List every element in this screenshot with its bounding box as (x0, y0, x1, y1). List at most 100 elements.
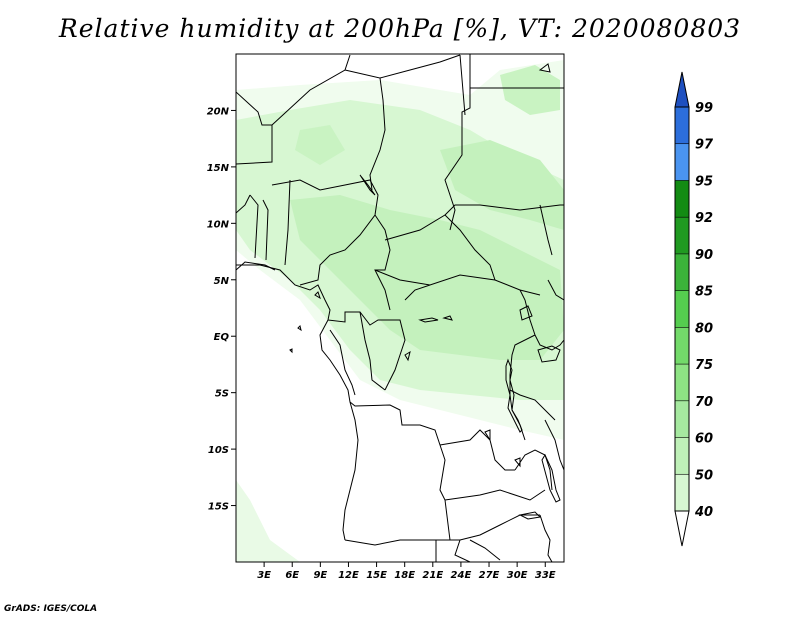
colorbar-level-label: 99 (695, 101, 713, 116)
border-line (374, 214, 391, 311)
island (442, 315, 453, 321)
border-line (444, 204, 564, 216)
border-line (284, 179, 291, 266)
colorbar: 40 50 60 70 75 80 85 90 92 95 97 99 (674, 71, 714, 547)
border-line (539, 204, 553, 256)
colorbar-top-arrow (674, 71, 690, 108)
colorbar-swatch (675, 143, 689, 181)
island (359, 174, 376, 196)
colorbar-level-label: 90 (695, 248, 713, 263)
lon-tick-label: 30E (507, 570, 528, 581)
border-line (509, 389, 556, 421)
border-line (444, 54, 471, 231)
border-line (384, 214, 496, 281)
border-line (514, 449, 553, 491)
border-line (236, 91, 273, 165)
lon-tick-label: 12E (338, 570, 359, 581)
lat-tick-label: 20N (207, 106, 230, 117)
border-line (454, 539, 471, 562)
humidity-region-60b (440, 140, 564, 230)
lake (518, 511, 542, 520)
lat-tick-label: 10S (208, 445, 229, 456)
colorbar-swatch (675, 400, 689, 438)
lat-tick-label: 10N (207, 219, 230, 230)
colorbar-level-label: 75 (695, 358, 713, 373)
colorbar-level-label: 92 (695, 211, 713, 226)
island (514, 457, 521, 468)
border-line (236, 194, 251, 214)
colorbar-swatch (675, 474, 689, 511)
border-line (349, 401, 460, 541)
lat-tick-label: 5N (214, 276, 230, 287)
border-line (459, 514, 540, 541)
coastline (236, 264, 331, 321)
border-line (344, 539, 450, 546)
border-line (384, 319, 406, 391)
colorbar-swatch (675, 290, 689, 328)
lon-tick-label: 3E (257, 570, 271, 581)
border-line (547, 279, 564, 301)
border-line (534, 334, 564, 351)
lon-tick-label: 24E (451, 570, 472, 581)
lat-tick-label: 5S (215, 389, 229, 400)
colorbar-swatch (675, 217, 689, 254)
lat-tick-label: 15N (207, 163, 230, 174)
lake (537, 345, 561, 363)
lake (541, 453, 561, 503)
island (289, 348, 293, 354)
lon-tick-label: 15E (366, 570, 387, 581)
coastline (319, 319, 351, 403)
island (418, 317, 439, 323)
longitude-axis: 3E 6E 9E 12E 15E 18E 21E 24E 27E 30E 33E (257, 562, 556, 581)
island (404, 350, 411, 362)
colorbar-swatch (675, 437, 689, 475)
colorbar-level-label: 80 (695, 321, 713, 336)
humidity-region-60d (500, 65, 560, 115)
colorbar-level-label: 40 (694, 505, 713, 520)
lon-tick-label: 21E (422, 570, 443, 581)
colorbar-swatch (675, 364, 689, 401)
humidity-region-40e (236, 480, 300, 562)
border-line (444, 489, 546, 501)
footer-credit: GrADS: IGES/COLA (4, 604, 98, 614)
lon-tick-label: 33E (535, 570, 556, 581)
lat-tick-label: 15S (208, 502, 229, 513)
border-line (329, 329, 356, 396)
island (538, 63, 551, 73)
border-line (519, 289, 536, 336)
lake (505, 358, 523, 433)
colorbar-level-label: 95 (695, 174, 713, 189)
border-line (271, 54, 351, 126)
colorbar-level-label: 60 (695, 432, 713, 447)
humidity-shading (236, 60, 564, 562)
border-line (249, 194, 259, 259)
border-line (469, 539, 501, 561)
lon-tick-label: 9E (313, 570, 327, 581)
border-line (459, 54, 466, 116)
lon-tick-label: 6E (285, 570, 299, 581)
colorbar-level-label: 50 (695, 468, 713, 483)
humidity-region-60c (295, 125, 345, 165)
border-line (404, 284, 431, 301)
lake (519, 305, 533, 321)
colorbar-level-label: 70 (695, 395, 713, 410)
border-line (262, 199, 269, 261)
latitude-axis: 20N 15N 10N 5N EQ 5S 10S 15S (207, 106, 236, 513)
island (484, 429, 491, 442)
lat-tick-label: EQ (214, 332, 230, 343)
border-line (544, 419, 564, 471)
border-line (359, 311, 386, 391)
colorbar-bottom-arrow (674, 510, 690, 547)
colorbar-level-label: 97 (695, 138, 714, 153)
colorbar-swatch (675, 253, 689, 291)
island (297, 325, 302, 332)
colorbar-swatch (675, 107, 689, 144)
map-frame (235, 53, 565, 563)
island (314, 291, 321, 300)
country-borders (236, 54, 564, 562)
lon-tick-label: 18E (394, 570, 415, 581)
colorbar-swatch (675, 327, 689, 365)
border-line (439, 429, 515, 471)
lon-tick-label: 27E (479, 570, 500, 581)
